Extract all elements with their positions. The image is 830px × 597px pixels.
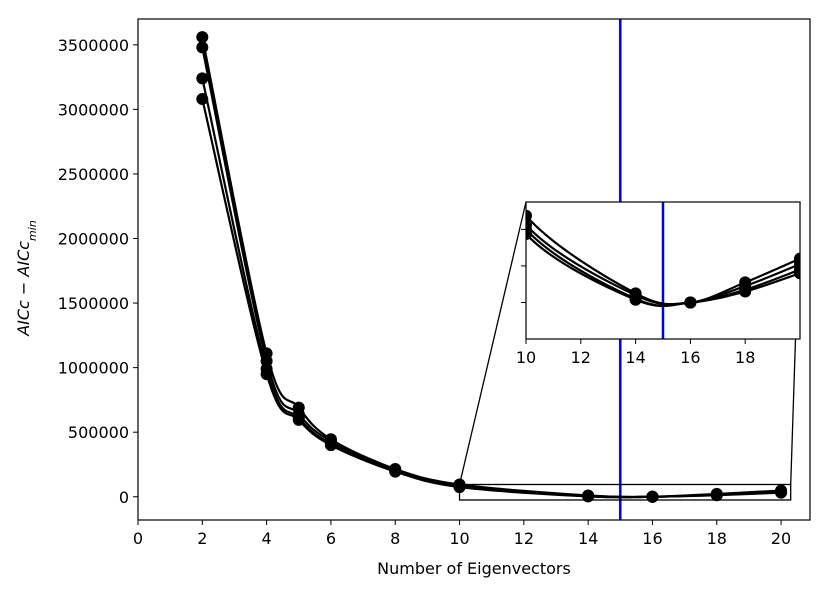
x-tick-label: 14	[578, 529, 598, 548]
y-tick-label: 3500000	[58, 36, 129, 55]
y-tick-label: 500000	[68, 423, 129, 442]
y-tick-label: 2500000	[58, 165, 129, 184]
main-plot-group	[196, 19, 792, 520]
inset-series-4-point	[794, 267, 800, 280]
series-4-point	[646, 490, 659, 503]
series-4-point	[710, 489, 723, 502]
inset-series-4-point	[526, 227, 532, 240]
x-tick-label: 16	[642, 529, 662, 548]
inset-x-tick-label: 12	[571, 348, 591, 367]
inset-x-tick-label: 16	[680, 348, 700, 367]
inset-x-tick-label: 10	[516, 348, 536, 367]
y-tick-label: 3000000	[58, 100, 129, 119]
inset-series-4-point	[739, 285, 752, 298]
inset-series-4-point	[629, 293, 642, 306]
inset-series-1-point	[526, 209, 532, 222]
y-axis-label: AICc − AICcmin	[14, 220, 39, 337]
inset-plot-group: 10 12 14 16 18	[458, 201, 801, 485]
series-2-point	[196, 41, 209, 54]
x-tick-label: 18	[707, 529, 727, 548]
x-tick-label: 6	[326, 529, 336, 548]
y-tick-label: 1000000	[58, 359, 129, 378]
y-tick-label: 2000000	[58, 230, 129, 249]
x-tick-label: 8	[390, 529, 400, 548]
inset-frame	[525, 201, 801, 340]
inset-x-tick-label: 14	[625, 348, 645, 367]
plot-frame	[137, 18, 811, 521]
zoom-indicator-box	[458, 483, 792, 501]
inset-series-4-point	[684, 296, 697, 309]
series-4-point	[324, 439, 337, 452]
series-4-point	[196, 93, 209, 106]
inset-plot-area	[526, 202, 800, 339]
x-tick-label: 20	[771, 529, 791, 548]
x-tick-label: 12	[514, 529, 534, 548]
x-tick-label: 10	[449, 529, 469, 548]
y-tick-label: 1500000	[58, 294, 129, 313]
inset-x-tick-label: 18	[735, 348, 755, 367]
series-3-point	[196, 72, 209, 85]
connector-line-left	[458, 201, 527, 485]
series-1-point	[196, 31, 209, 44]
x-tick-label: 2	[197, 529, 207, 548]
y-tick-label: 0	[119, 488, 129, 507]
x-tick-label: 0	[133, 529, 143, 548]
series-4-point	[260, 368, 273, 381]
series-4-point	[775, 486, 788, 499]
main-axes-group: 0 2 4 6 8 10 12 14 16 18 20 0 500000 1000000 1500000 20…	[58, 18, 811, 548]
x-tick-label: 4	[262, 529, 272, 548]
series-4-point	[389, 465, 402, 478]
x-axis-label: Number of Eigenvectors	[377, 559, 571, 578]
series-4-point	[292, 413, 305, 426]
